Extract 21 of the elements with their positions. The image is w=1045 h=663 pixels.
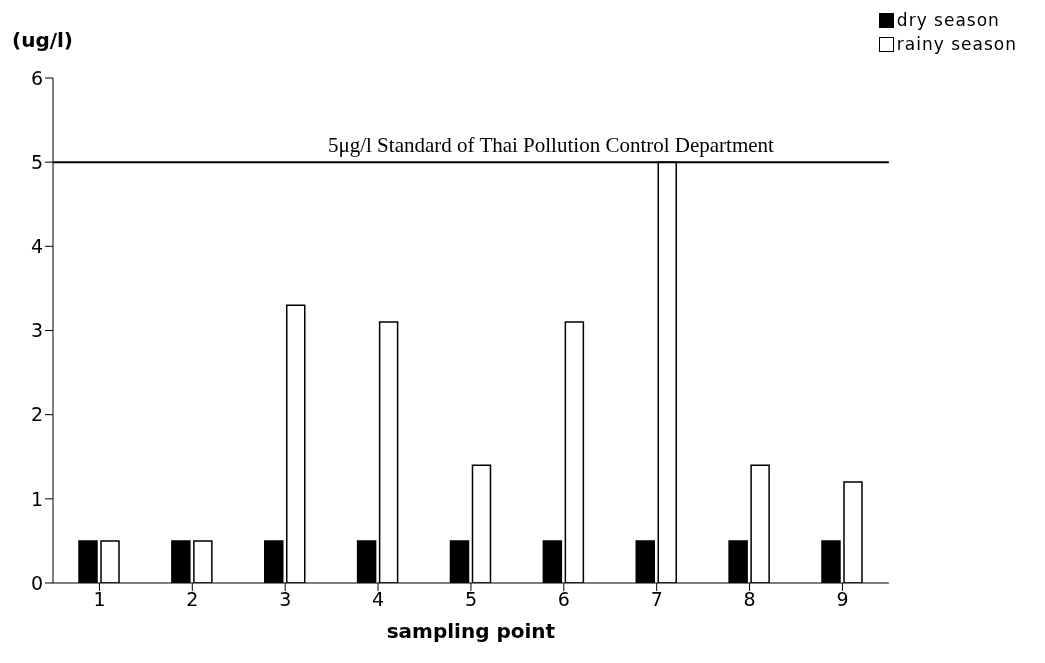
x-axis-title: sampling point [386, 619, 556, 643]
y-tick-label: 1 [30, 487, 43, 510]
y-axis-title: (ug/l) [12, 28, 73, 52]
ref-line-label: 5μg/l Standard of Thai Pollution Control Department [327, 133, 775, 158]
x-tick-label: 1 [93, 588, 106, 611]
x-tick-label: 7 [650, 588, 663, 611]
x-tick-label: 4 [372, 588, 385, 611]
y-tick-label: 2 [30, 403, 43, 426]
x-tick-label: 3 [279, 588, 292, 611]
y-tick-label: 5 [30, 150, 43, 173]
x-tick-label: 5 [464, 588, 477, 611]
x-tick-label: 2 [186, 588, 199, 611]
y-tick-label: 4 [30, 235, 43, 258]
y-tick-label: 3 [30, 319, 43, 342]
legend-label: dry season [896, 9, 1000, 32]
x-tick-label: 6 [557, 588, 570, 611]
legend-label: rainy season [896, 33, 1017, 56]
x-tick-label: 8 [743, 588, 756, 611]
x-tick-label: 9 [836, 588, 849, 611]
y-tick-label: 0 [30, 571, 43, 594]
y-tick-label: 6 [30, 66, 43, 89]
